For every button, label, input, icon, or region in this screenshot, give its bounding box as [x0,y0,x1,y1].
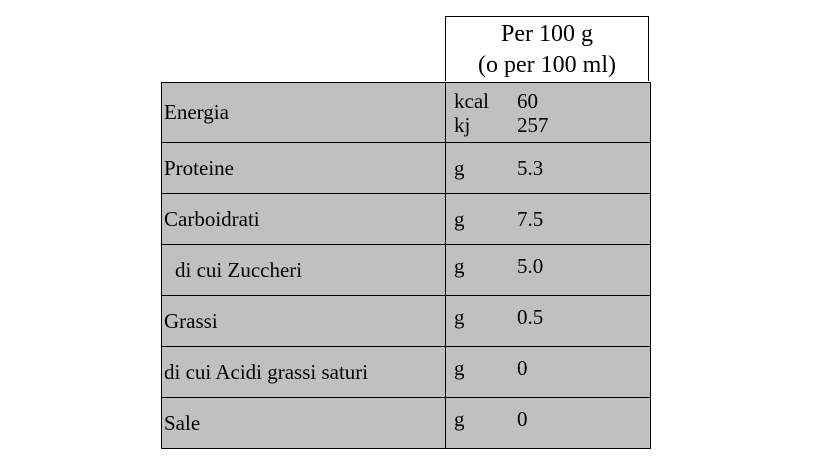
row-label: Energia [161,82,446,143]
value-text: 60 [517,88,538,113]
row-value: g 5.3 [445,142,651,194]
value-text: 0 [517,356,528,380]
table-row-grassi: Grassi g 0.5 [161,295,651,347]
label-text: Sale [164,410,201,435]
label-text: di cui Zuccheri [175,257,303,282]
header-line-2: (o per 100 ml) [478,52,616,78]
unit-text: g [454,207,465,231]
row-value: g 7.5 [445,193,651,245]
unit-text: g [454,305,465,329]
table-row-carboidrati: Carboidrati g 7.5 [161,193,651,245]
row-label: Sale [161,397,446,449]
label-text: di cui Acidi grassi saturi [164,359,369,384]
table-row-sale: Sale g 0 [161,397,651,449]
row-label: di cui Acidi grassi saturi [161,346,446,398]
unit-text: kj [454,112,471,137]
table-row-zuccheri: di cui Zuccheri g 5.0 [161,244,651,296]
unit-text: g [454,156,465,180]
value-text: 0 [517,407,528,431]
unit-text: g [454,254,465,278]
value-text: 257 [517,112,549,137]
row-label: Grassi [161,295,446,347]
row-label: Carboidrati [161,193,446,245]
value-text: 5.0 [517,254,544,278]
row-value: kcal 60 kj 257 [445,82,651,143]
row-value: g 0 [445,397,651,449]
label-text: Energia [164,100,229,124]
value-text: 7.5 [517,207,544,231]
row-label: di cui Zuccheri [161,244,446,296]
value-text: 0.5 [517,305,544,329]
value-text: 5.3 [517,156,544,180]
header-line-1: Per 100 g [501,21,593,47]
unit-text: kcal [454,88,489,113]
row-value: g 5.0 [445,244,651,296]
row-value: g 0.5 [445,295,651,347]
label-text: Proteine [164,155,234,180]
row-label: Proteine [161,142,446,194]
table-header-per-100g: Per 100 g (o per 100 ml) [445,16,649,81]
unit-text: g [454,407,465,431]
row-value: g 0 [445,346,651,398]
table-row-proteine: Proteine g 5.3 [161,142,651,194]
label-text: Carboidrati [164,206,260,231]
label-text: Grassi [164,308,218,333]
table-row-acidi-grassi-saturi: di cui Acidi grassi saturi g 0 [161,346,651,398]
table-row-energia: Energia kcal 60 kj 257 [161,82,651,143]
unit-text: g [454,356,465,380]
nutrition-table: Energia kcal 60 kj 257 Proteine g 5 [161,82,651,449]
